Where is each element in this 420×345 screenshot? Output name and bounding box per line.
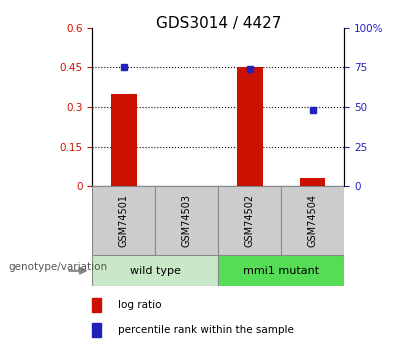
- Text: GSM74504: GSM74504: [308, 194, 318, 247]
- Bar: [237, 67, 262, 186]
- Bar: [92, 298, 102, 312]
- Bar: [155, 186, 218, 255]
- Text: GDS3014 / 4427: GDS3014 / 4427: [156, 16, 281, 30]
- Text: log ratio: log ratio: [118, 300, 161, 310]
- Text: GSM74502: GSM74502: [245, 194, 255, 247]
- Text: GSM74503: GSM74503: [182, 194, 192, 247]
- Bar: [92, 186, 155, 255]
- Bar: [111, 94, 136, 186]
- Bar: [300, 178, 326, 186]
- Text: GSM74501: GSM74501: [119, 194, 129, 247]
- Bar: [218, 255, 344, 286]
- Bar: [218, 186, 281, 255]
- Text: genotype/variation: genotype/variation: [8, 263, 108, 272]
- Bar: [92, 323, 102, 337]
- Text: mmi1 mutant: mmi1 mutant: [243, 266, 320, 276]
- Bar: [281, 186, 344, 255]
- Text: wild type: wild type: [130, 266, 181, 276]
- Bar: [92, 255, 218, 286]
- Text: percentile rank within the sample: percentile rank within the sample: [118, 325, 294, 335]
